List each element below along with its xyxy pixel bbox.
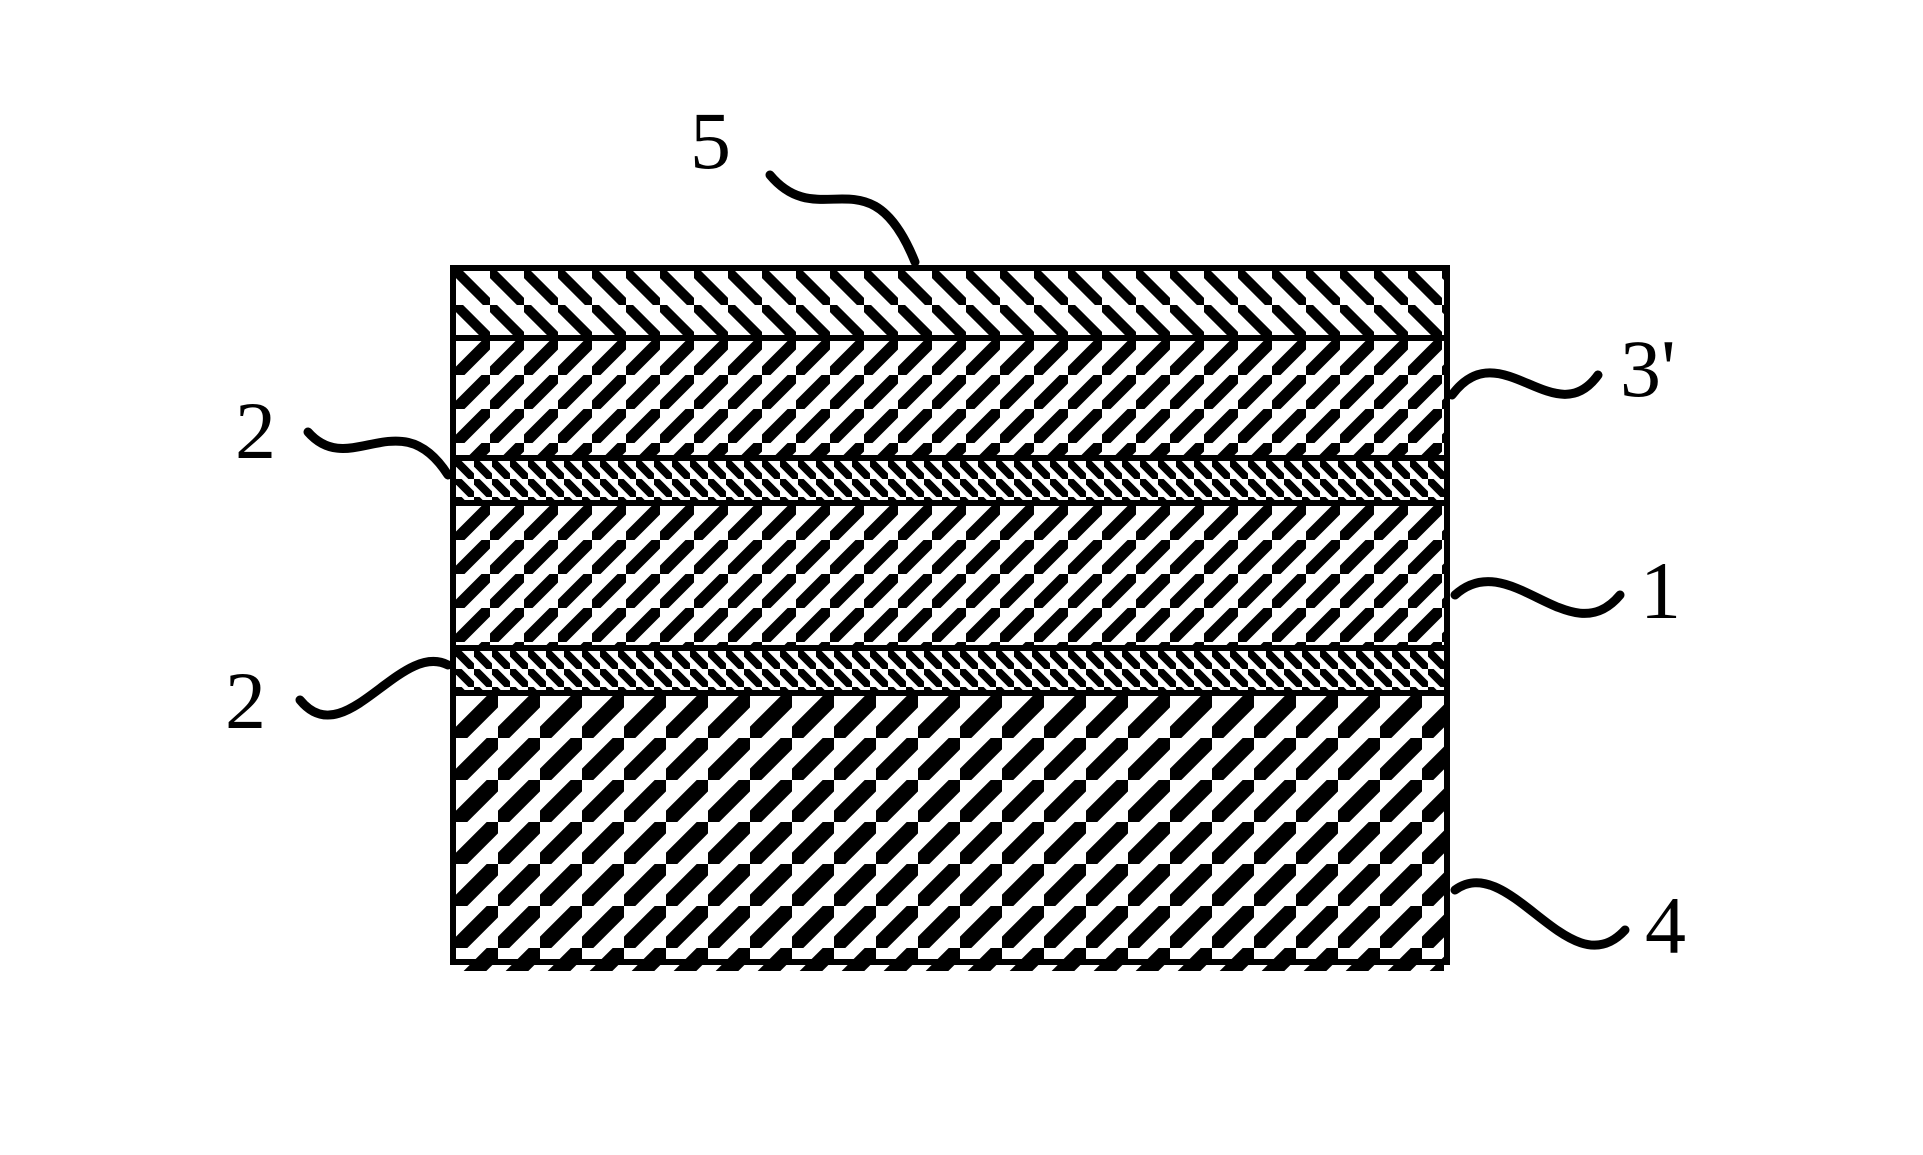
lead-2b xyxy=(300,661,448,715)
lbl-3p: 3' xyxy=(1620,328,1676,410)
lbl-1: 1 xyxy=(1640,550,1681,632)
lead-4 xyxy=(1455,883,1625,945)
lead-3p xyxy=(1452,373,1598,395)
diagram-stage: 5 3' 2 1 2 4 xyxy=(0,0,1923,1155)
lbl-5: 5 xyxy=(690,100,731,182)
lead-1 xyxy=(1455,582,1620,614)
lbl-2b: 2 xyxy=(225,660,266,742)
leader-lines xyxy=(0,0,1923,1155)
lead-5 xyxy=(770,175,915,262)
lbl-2a: 2 xyxy=(235,390,276,472)
lbl-4: 4 xyxy=(1645,885,1686,967)
lead-2a xyxy=(308,432,448,475)
